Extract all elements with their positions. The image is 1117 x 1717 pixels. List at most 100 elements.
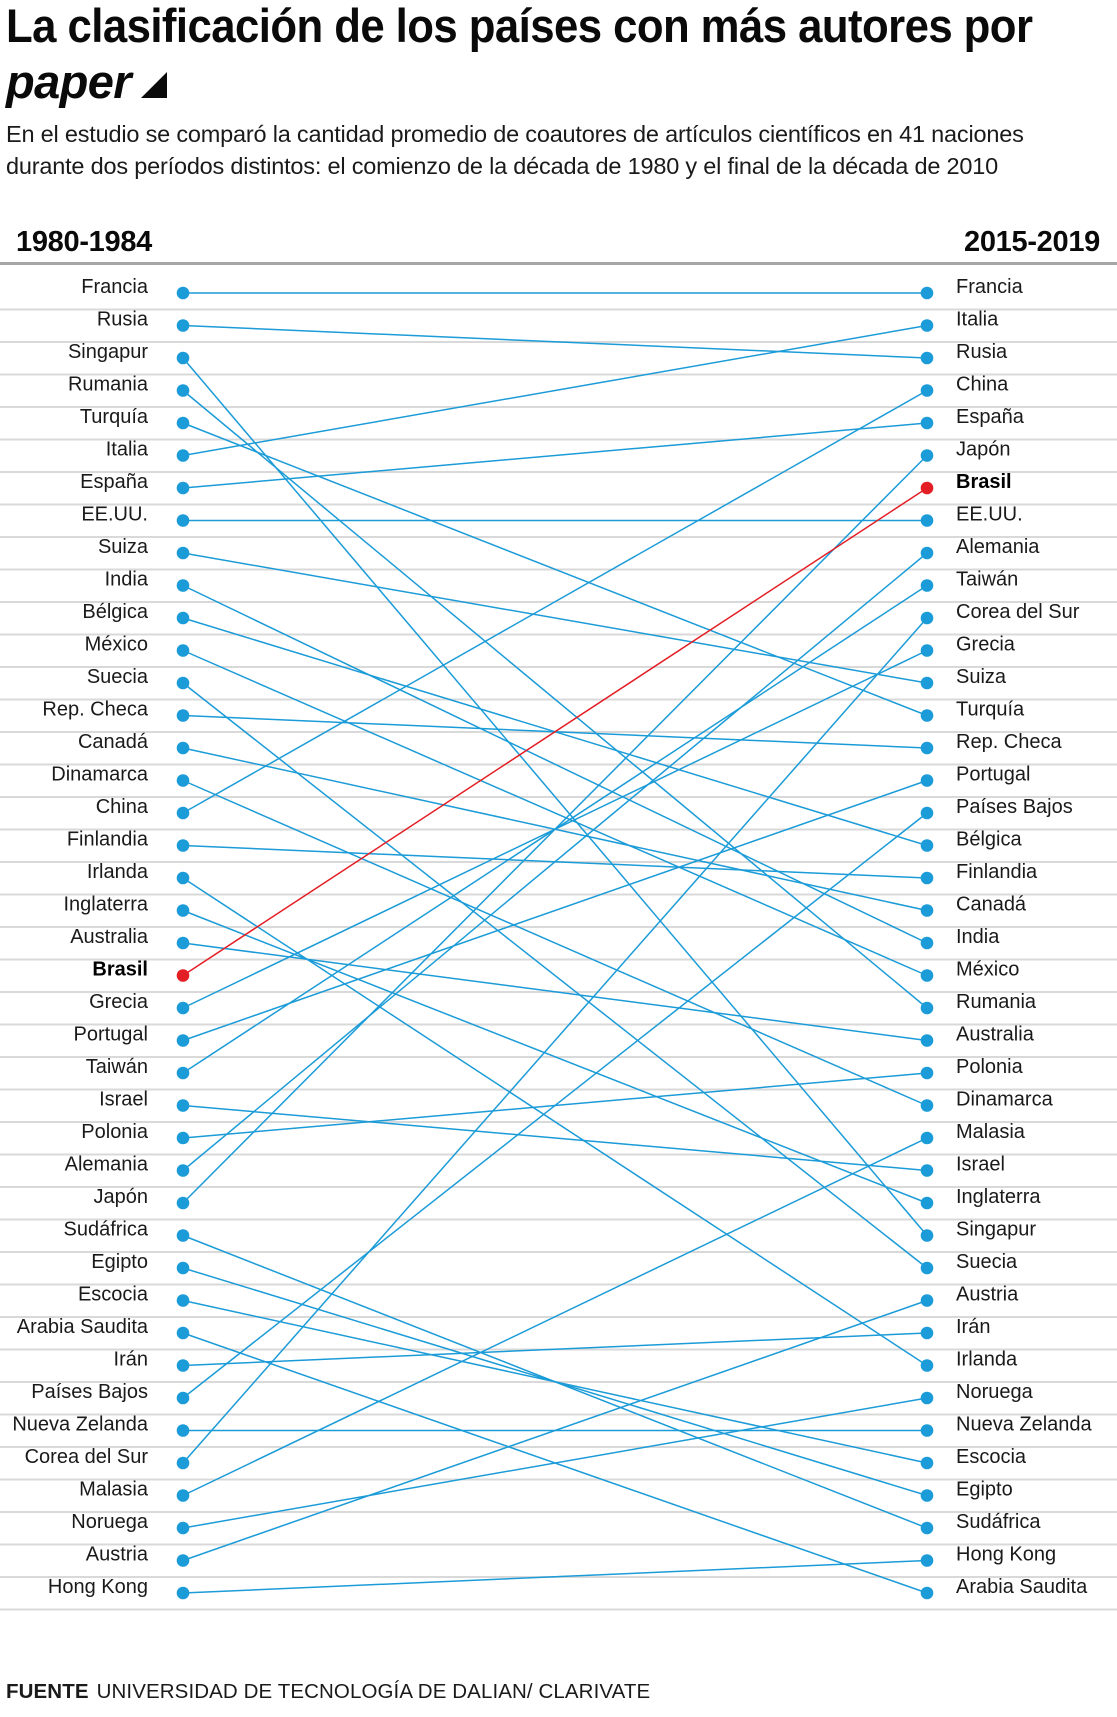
- right-dot-Turquía: [920, 709, 934, 722]
- left-label: Israel: [99, 1089, 148, 1111]
- left-dot-Arabia Saudita: [176, 1326, 190, 1340]
- source-note: FUENTE UNIVERSIDAD DE TECNOLOGÍA DE DALIA…: [6, 1680, 650, 1704]
- left-label: Suiza: [98, 536, 149, 558]
- title-line-2: paper: [6, 54, 1111, 110]
- left-label: Italia: [106, 439, 149, 461]
- right-label: Malasia: [956, 1121, 1026, 1143]
- right-label: EE.UU.: [956, 504, 1023, 526]
- right-label: Corea del Sur: [956, 601, 1080, 623]
- connector-Suiza: [182, 552, 928, 684]
- connector-Suecia: [182, 682, 928, 1269]
- chart-title: La clasificación de los países con más a…: [6, 0, 1111, 110]
- title-paper-word: paper: [6, 55, 132, 108]
- right-label: Singapur: [956, 1219, 1036, 1241]
- right-dot-Noruega: [920, 1391, 934, 1405]
- right-label: Grecia: [956, 634, 1016, 656]
- right-dot-Países Bajos: [920, 806, 934, 820]
- right-column-header: 2015-2019: [964, 226, 1100, 258]
- right-dot-Egipto: [920, 1489, 934, 1502]
- left-column-header: 1980-1984: [16, 226, 152, 258]
- left-dot-Finlandia: [176, 839, 190, 852]
- right-dot-Singapur: [920, 1229, 934, 1242]
- right-label: Escocia: [956, 1446, 1027, 1468]
- right-label: Irlanda: [956, 1349, 1018, 1371]
- left-dot-Taiwán: [176, 1066, 190, 1080]
- left-dot-Corea del Sur: [176, 1456, 190, 1470]
- right-label: Bélgica: [956, 829, 1022, 851]
- left-label: China: [96, 796, 149, 818]
- left-label: Canadá: [78, 731, 149, 753]
- right-dot-Austria: [920, 1294, 934, 1307]
- left-dot-Australia: [176, 936, 190, 950]
- left-dot-Alemania: [176, 1164, 190, 1177]
- left-dot-Rusia: [176, 319, 190, 332]
- labels: Francia Rusia Singapur Rumania Turquía Italia…: [12, 276, 1092, 1598]
- connector-Malasia: [182, 1137, 928, 1497]
- right-label: Portugal: [956, 764, 1031, 786]
- left-label: Arabia Saudita: [17, 1316, 149, 1338]
- title-line-1: La clasificación de los países con más a…: [6, 0, 1033, 52]
- header-rule: [0, 262, 1117, 265]
- left-label: EE.UU.: [81, 504, 148, 526]
- left-dot-Portugal: [176, 1034, 190, 1047]
- left-label: Taiwán: [86, 1056, 148, 1078]
- right-label: Inglaterra: [956, 1186, 1041, 1208]
- connector-Alemania: [182, 552, 928, 1172]
- connector-Austria: [182, 1299, 928, 1562]
- left-dot-Bélgica: [176, 611, 190, 625]
- right-dot-Suecia: [920, 1261, 934, 1275]
- right-label: Irán: [956, 1316, 990, 1338]
- description-line-2: durante dos períodos distintos: el comie…: [6, 153, 999, 179]
- right-dot-Israel: [920, 1164, 934, 1177]
- left-dot-Singapur: [176, 351, 190, 365]
- right-label: Suecia: [956, 1251, 1018, 1273]
- right-dot-Polonia: [920, 1066, 934, 1080]
- left-dot-Egipto: [176, 1261, 190, 1275]
- left-dot-China: [176, 806, 190, 820]
- right-dot-China: [920, 384, 934, 397]
- left-label: Escocia: [78, 1284, 149, 1306]
- left-label: Finlandia: [67, 829, 149, 851]
- right-label: Dinamarca: [956, 1089, 1054, 1111]
- left-dot-Israel: [176, 1099, 190, 1112]
- left-label: Bélgica: [82, 601, 148, 623]
- right-dot-Irán: [920, 1326, 934, 1340]
- connector-Brasil: [182, 487, 928, 977]
- connector-Corea del Sur: [182, 617, 928, 1464]
- left-label: Inglaterra: [64, 894, 149, 916]
- right-label: Rumania: [956, 991, 1037, 1013]
- connector-Rusia: [182, 324, 928, 359]
- left-dot-Inglaterra: [176, 904, 190, 917]
- right-label: Italia: [956, 309, 999, 331]
- left-label: Austria: [86, 1544, 149, 1566]
- left-dot-Países Bajos: [176, 1391, 190, 1405]
- right-dot-Escocia: [920, 1456, 934, 1470]
- right-label: México: [956, 959, 1019, 981]
- right-dot-Sudáfrica: [920, 1521, 934, 1535]
- left-label: Países Bajos: [31, 1381, 148, 1403]
- left-dot-Dinamarca: [176, 774, 190, 787]
- right-dot-México: [920, 969, 934, 982]
- left-label: México: [85, 634, 148, 656]
- right-label: China: [956, 374, 1009, 396]
- right-label: Alemania: [956, 536, 1040, 558]
- left-dot-España: [176, 481, 190, 495]
- left-label: Singapur: [68, 341, 148, 363]
- right-dot-Taiwán: [920, 579, 934, 592]
- right-dot-España: [920, 416, 934, 430]
- triangle-icon: [141, 72, 167, 98]
- left-label: Turquía: [80, 406, 149, 428]
- left-label: Rep. Checa: [42, 699, 148, 721]
- right-label: Austria: [956, 1284, 1019, 1306]
- left-dot-Japón: [176, 1196, 190, 1210]
- left-dot-México: [176, 644, 190, 657]
- left-label: Rusia: [97, 309, 149, 331]
- left-label: Rumania: [68, 374, 149, 396]
- connector-Israel: [182, 1104, 928, 1172]
- left-label: Sudáfrica: [64, 1219, 149, 1241]
- left-label: Hong Kong: [48, 1576, 148, 1598]
- left-dot-Suecia: [176, 676, 190, 690]
- connector-Japón: [182, 454, 928, 1204]
- connector-Dinamarca: [182, 779, 928, 1107]
